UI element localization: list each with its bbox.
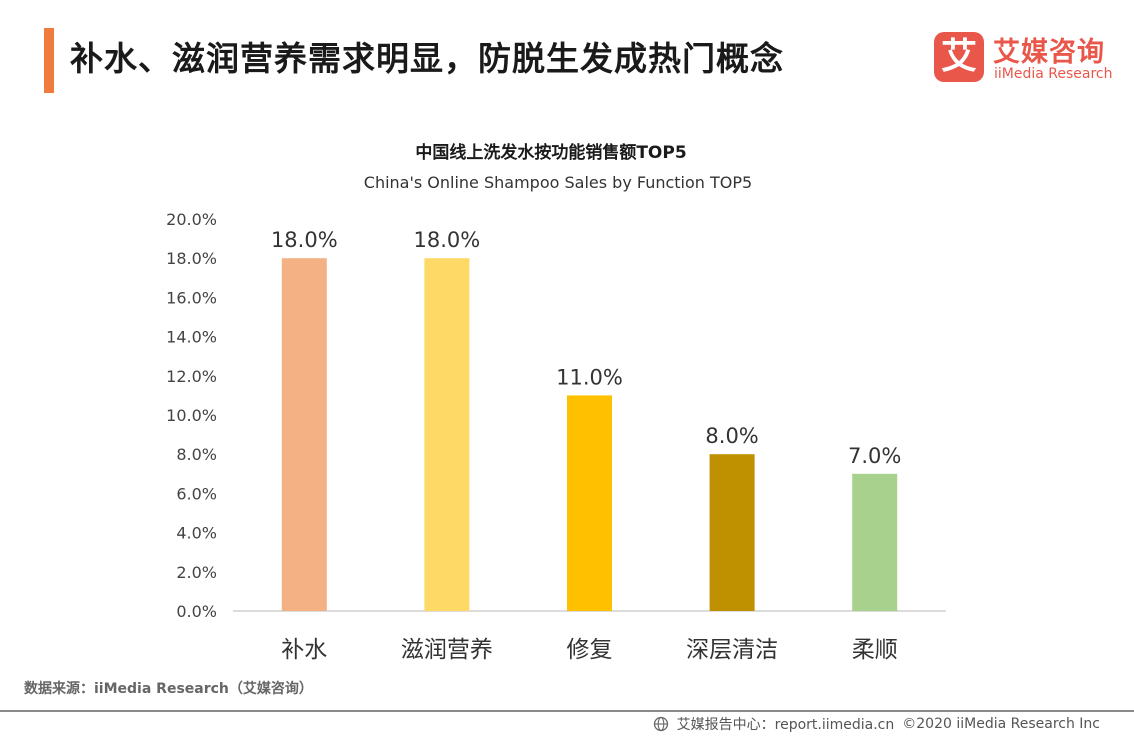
chart-subtitle: China's Online Shampoo Sales by Function… [364, 173, 752, 192]
logo-mark-icon: 艾 [934, 32, 984, 82]
data-source: 数据来源：iiMedia Research（艾媒咨询） [24, 681, 313, 697]
footer-divider [0, 710, 1134, 712]
bar-value-label: 18.0% [271, 228, 338, 252]
y-tick-label: 2.0% [176, 563, 217, 582]
y-tick-label: 6.0% [176, 484, 217, 503]
bar-value-label: 18.0% [414, 228, 481, 252]
logo-name-cn: 艾媒咨询 [993, 37, 1105, 68]
y-tick-label: 10.0% [166, 406, 217, 425]
bar-4 [709, 454, 755, 611]
bar-chart: 中国线上洗发水按功能销售额TOP5 China's Online Shampoo… [166, 142, 946, 663]
y-tick-label: 4.0% [176, 524, 217, 543]
bar-2 [424, 258, 470, 611]
y-tick-label: 8.0% [176, 445, 217, 464]
chart-title: 中国线上洗发水按功能销售额TOP5 [415, 142, 686, 163]
iimedia-logo: 艾 艾媒咨询 iiMedia Research [934, 30, 1124, 86]
x-category-label: 深层清洁 [686, 637, 778, 663]
x-category-label: 滋润营养 [401, 637, 493, 663]
y-tick-label: 20.0% [166, 210, 217, 229]
bar-1 [281, 258, 327, 611]
bar-value-label: 7.0% [848, 444, 901, 468]
globe-icon [653, 716, 668, 732]
y-tick-label: 16.0% [166, 288, 217, 307]
x-category-label: 补水 [281, 637, 327, 663]
bar-5 [852, 473, 898, 611]
footer: 艾媒报告中心：report.iimedia.cn ©2020 iiMedia R… [653, 714, 1100, 734]
bar-value-label: 8.0% [705, 424, 758, 448]
y-tick-label: 0.0% [176, 602, 217, 621]
report-center-link[interactable]: 艾媒报告中心：report.iimedia.cn [676, 717, 895, 733]
logo-name-en: iiMedia Research [994, 66, 1113, 82]
title-accent-bar [44, 28, 54, 93]
bar-value-label: 11.0% [556, 365, 623, 389]
y-tick-label: 18.0% [166, 249, 217, 268]
bar-3 [567, 395, 612, 611]
page-title: 补水、滋润营养需求明显，防脱生发成热门概念 [70, 39, 784, 78]
x-category-label: 修复 [567, 637, 613, 663]
copyright: ©2020 iiMedia Research Inc [902, 716, 1100, 732]
y-tick-label: 14.0% [166, 328, 217, 347]
y-tick-label: 12.0% [166, 367, 217, 386]
x-category-label: 柔顺 [852, 637, 898, 663]
